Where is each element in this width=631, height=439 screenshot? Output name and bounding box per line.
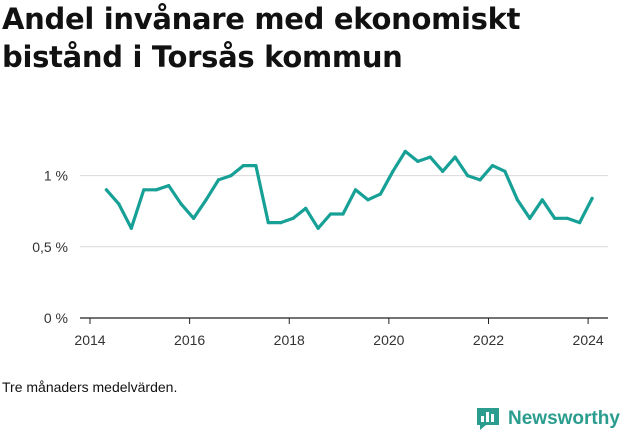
data-point (266, 220, 270, 225)
data-point (154, 188, 158, 192)
data-point (279, 220, 283, 225)
x-tick-label: 2020 (373, 332, 404, 348)
series-line (104, 149, 594, 230)
x-tick-label: 2016 (174, 332, 205, 348)
data-point (503, 169, 507, 173)
data-point (553, 216, 557, 220)
data-point (528, 216, 532, 220)
x-axis: 2014 2016 2018 2020 2022 2024 (74, 317, 608, 348)
data-point (167, 183, 171, 188)
y-tick-label: 0 % (44, 310, 68, 326)
x-tick-label: 2022 (473, 332, 504, 348)
bar-chart-chat-icon (477, 408, 499, 430)
data-point (229, 174, 233, 178)
newsworthy-logo[interactable]: Newsworthy (475, 406, 620, 432)
data-point (117, 202, 121, 206)
data-point (565, 216, 569, 220)
data-point (192, 216, 196, 220)
data-point (441, 169, 445, 173)
data-point (378, 192, 382, 196)
data-point (465, 174, 470, 178)
brand-name: Newsworthy (508, 408, 620, 429)
y-tick-label: 1 % (44, 168, 68, 184)
data-point (142, 188, 146, 192)
data-point (104, 188, 109, 192)
series-group (104, 149, 594, 230)
data-point (590, 196, 594, 200)
data-point (478, 178, 482, 182)
data-point (353, 188, 358, 192)
data-point (254, 164, 258, 168)
data-point (515, 198, 519, 202)
data-point (403, 149, 407, 153)
data-point (366, 198, 370, 202)
footnote: Tre månaders medelvärden. (2, 379, 178, 395)
data-point (241, 164, 246, 168)
data-point (291, 216, 295, 220)
data-point (453, 155, 457, 159)
gridlines (80, 175, 608, 248)
y-axis: 0 % 0,5 % 1 % (32, 168, 68, 326)
data-point (490, 164, 495, 168)
y-tick-label: 0,5 % (32, 239, 68, 255)
data-point (328, 212, 333, 216)
data-point (179, 202, 183, 206)
data-point (540, 198, 544, 202)
data-point (216, 178, 221, 182)
data-point (341, 212, 345, 216)
data-point (391, 169, 395, 173)
data-point (578, 220, 582, 225)
data-point (129, 226, 133, 230)
data-point (428, 155, 432, 159)
data-point (304, 206, 308, 210)
x-tick-label: 2024 (573, 332, 604, 348)
page-title: Andel invånare med ekonomiskt bistånd i … (2, 2, 521, 74)
data-point (204, 198, 208, 202)
x-tick-label: 2014 (74, 332, 105, 348)
data-point (416, 159, 420, 163)
data-point (316, 226, 320, 230)
x-tick-label: 2018 (274, 332, 305, 348)
